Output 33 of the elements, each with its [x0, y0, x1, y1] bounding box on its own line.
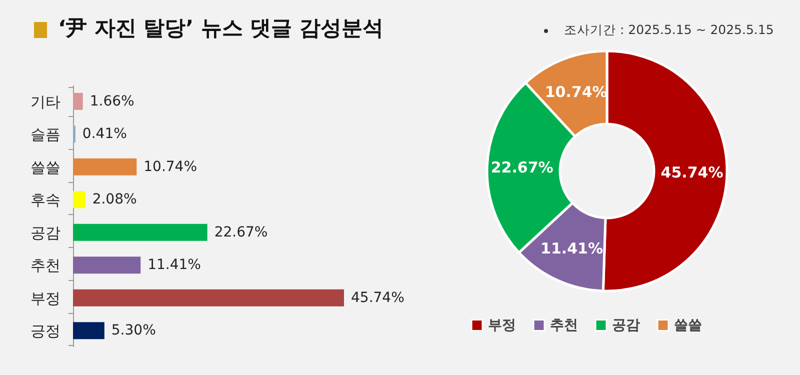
data-label: 22.67% [490, 158, 554, 177]
legend-label: 쓸쓸 [674, 317, 702, 334]
y-tick-label: 쓸쓸 [30, 158, 60, 176]
legend-label: 공감 [612, 317, 640, 334]
data-label: 5.30% [111, 322, 156, 339]
bar [73, 289, 344, 306]
data-label: 45.74% [660, 163, 724, 182]
data-label: 45.74% [351, 290, 404, 306]
y-tick-label: 추천 [30, 256, 60, 275]
chart-title: ‘尹 자진 탈당’ 뉴스 댓글 감성분석 [58, 15, 384, 42]
data-label: 11.41% [540, 239, 603, 258]
y-tick-label: 기타 [30, 92, 60, 111]
y-tick-label: 공감 [30, 224, 60, 242]
y-tick-label: 슬픔 [30, 126, 60, 144]
bar [73, 158, 137, 176]
data-label: 2.08% [92, 192, 137, 208]
data-label: 11.41% [148, 257, 201, 274]
data-label: 10.74% [144, 158, 198, 175]
text: 조사기간 : 2025.5.15 ~ 2025.5.15 [564, 22, 774, 39]
bar [73, 92, 83, 110]
data-label: 0.41% [82, 126, 127, 142]
data-label: 1.66% [90, 93, 134, 110]
data-label: 10.74% [544, 82, 608, 101]
bar [73, 256, 141, 274]
y-tick-label: 긍정 [30, 322, 60, 340]
y-tick-label: 후속 [30, 191, 60, 210]
legend-label: 부정 [488, 317, 516, 334]
legend-label: 추천 [550, 317, 578, 334]
y-tick-label: 부정 [30, 289, 60, 308]
bar [73, 191, 86, 208]
bar [73, 322, 104, 340]
data-label: 22.67% [214, 224, 268, 240]
bar [73, 224, 208, 241]
